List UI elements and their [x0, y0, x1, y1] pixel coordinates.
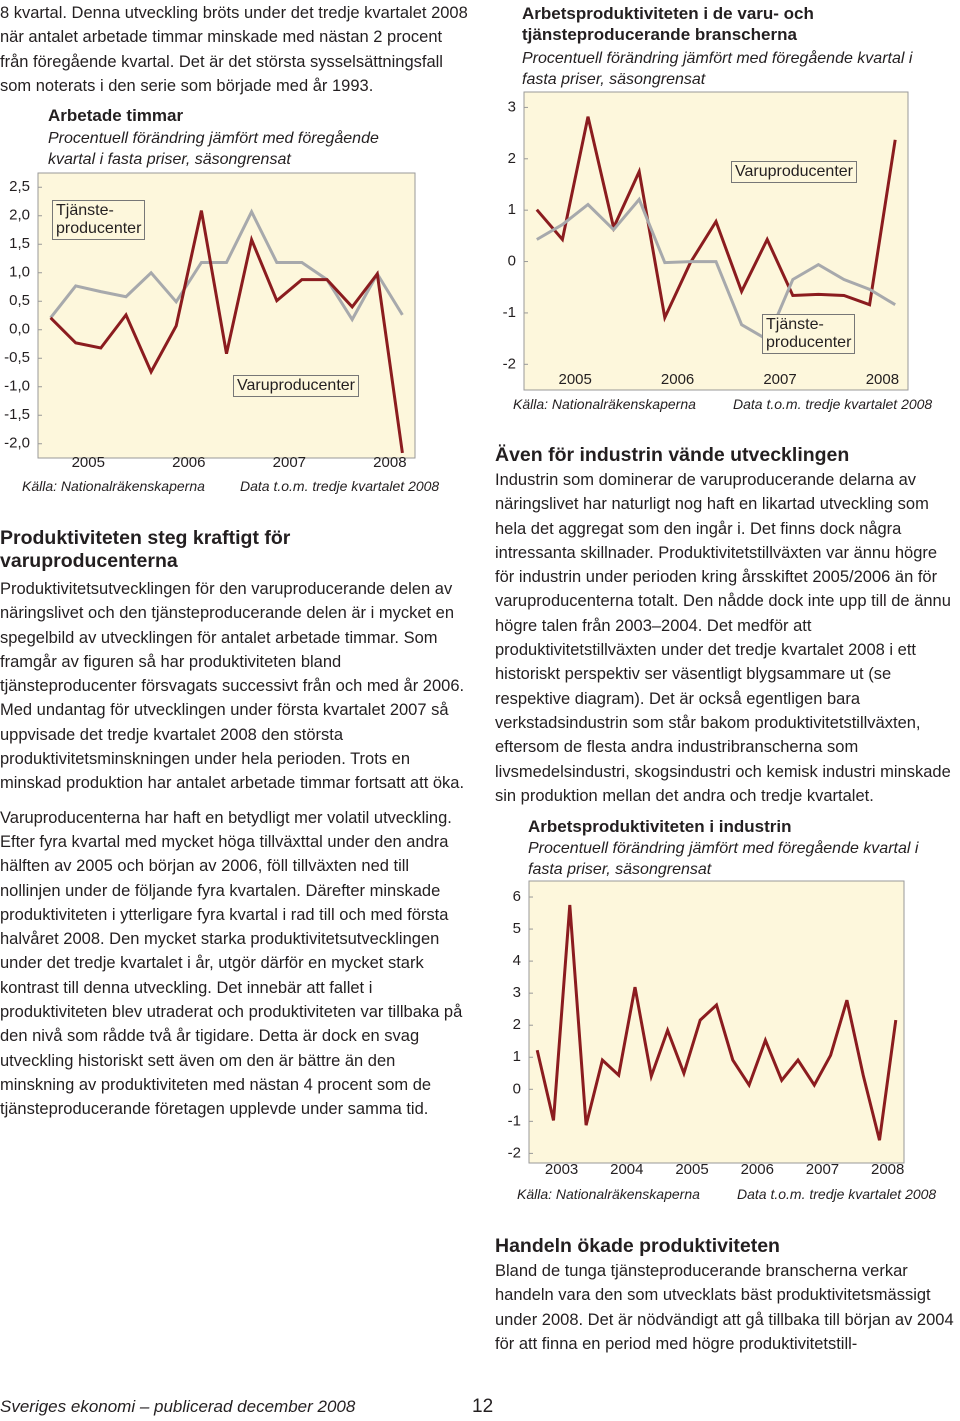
chart-title: Arbetsproduktiviteten i industrin — [528, 817, 792, 836]
y-tick-label: 1 — [508, 201, 516, 218]
y-tick-label: 4 — [513, 952, 521, 969]
y-tick-label: -0,5 — [4, 349, 30, 366]
series-label: Tjänste- producenter — [762, 314, 856, 354]
y-tick-label: 2,5 — [9, 178, 30, 195]
chart-subtitle: Procentuell förändring jämfört med föreg… — [522, 50, 913, 88]
y-tick-label: 1,0 — [9, 264, 30, 281]
y-tick-label: 2,0 — [9, 207, 30, 224]
x-tick-label: 2008 — [871, 1161, 904, 1178]
series-line — [535, 904, 898, 1141]
section-body: Bland de tunga tjänsteproducerande brans… — [495, 1259, 960, 1366]
y-tick-label: -1 — [503, 304, 516, 321]
paragraph: Industrin som dominerar de varuproducera… — [495, 471, 951, 805]
chart-subtitle: Procentuell förändring jämfört med föreg… — [528, 840, 919, 878]
y-tick-label: 0,0 — [9, 321, 30, 338]
section-heading: Även för industrin vände utvecklingen — [495, 444, 850, 466]
series-label: Varuproducenter — [233, 375, 359, 397]
page-number: 12 — [472, 1396, 494, 1417]
chart-source: Källa: Nationalräkenskaperna — [22, 478, 205, 494]
y-tick-label: 3 — [508, 98, 516, 115]
x-tick-label: 2005 — [72, 454, 105, 471]
y-tick-label: 0 — [513, 1080, 521, 1097]
chart-note: Data t.o.m. tredje kvartalet 2008 — [737, 1186, 937, 1202]
paragraph: Produktivitetsutvecklingen för den varup… — [0, 580, 465, 793]
section-heading: Handeln ökade produktiviteten — [495, 1235, 780, 1257]
y-tick-label: -2,0 — [4, 435, 30, 452]
y-tick-label: 1 — [513, 1048, 521, 1065]
section-heading: Produktiviteten steg kraftigt för varupr… — [0, 527, 291, 572]
x-tick-label: 2007 — [763, 371, 796, 388]
y-tick-label: 6 — [513, 888, 521, 905]
chart-source: Källa: Nationalräkenskaperna — [517, 1186, 700, 1202]
series-label: Tjänste- producenter — [52, 200, 146, 240]
x-tick-label: 2006 — [172, 454, 205, 471]
paragraph: Varuproducenterna har haft en betydligt … — [0, 808, 463, 1119]
x-tick-label: 2005 — [675, 1161, 708, 1178]
chart-note: Data t.o.m. tredje kvartalet 2008 — [733, 396, 933, 412]
footer-publication: Sveriges ekonomi – publicerad december 2… — [0, 1397, 356, 1416]
section-body: Industrin som dominerar de varuproducera… — [495, 468, 960, 818]
y-tick-label: 5 — [513, 920, 521, 937]
chart-title: Arbetsproduktiviteten i de varu- och tjä… — [522, 4, 814, 44]
section-body: Produktivitetsutvecklingen för den varup… — [0, 577, 468, 1132]
x-tick-label: 2005 — [559, 371, 592, 388]
y-tick-label: 0 — [508, 253, 516, 270]
series-line — [49, 210, 404, 454]
x-tick-label: 2004 — [610, 1161, 643, 1178]
y-tick-label: -2 — [508, 1144, 521, 1161]
intro: 8 kvartal. Denna utveckling bröts under … — [0, 4, 468, 95]
y-tick-label: -1 — [508, 1112, 521, 1129]
y-tick-label: -2 — [503, 355, 516, 372]
x-tick-label: 2008 — [866, 371, 899, 388]
y-tick-label: 3 — [513, 984, 521, 1001]
chart-source: Källa: Nationalräkenskaperna — [513, 396, 696, 412]
x-tick-label: 2003 — [545, 1161, 578, 1178]
x-tick-label: 2007 — [273, 454, 306, 471]
series-line — [536, 196, 896, 342]
chart-subtitle: Procentuell förändring jämfört med föreg… — [48, 130, 379, 168]
y-tick-label: 2 — [513, 1016, 521, 1033]
y-tick-label: 2 — [508, 150, 516, 167]
series-line — [49, 208, 404, 323]
y-tick-label: 0,5 — [9, 292, 30, 309]
paragraph: Bland de tunga tjänsteproducerande brans… — [495, 1262, 954, 1353]
y-tick-label: -1,5 — [4, 406, 30, 423]
x-tick-label: 2006 — [741, 1161, 774, 1178]
chart-note: Data t.o.m. tredje kvartalet 2008 — [240, 478, 440, 494]
series-line — [535, 116, 897, 323]
x-tick-label: 2008 — [373, 454, 406, 471]
x-tick-label: 2006 — [661, 371, 694, 388]
chart-title: Arbetade timmar — [48, 106, 184, 125]
series-label: Varuproducenter — [731, 161, 857, 183]
y-tick-label: -1,0 — [4, 378, 30, 395]
x-tick-label: 2007 — [806, 1161, 839, 1178]
y-tick-label: 1,5 — [9, 235, 30, 252]
